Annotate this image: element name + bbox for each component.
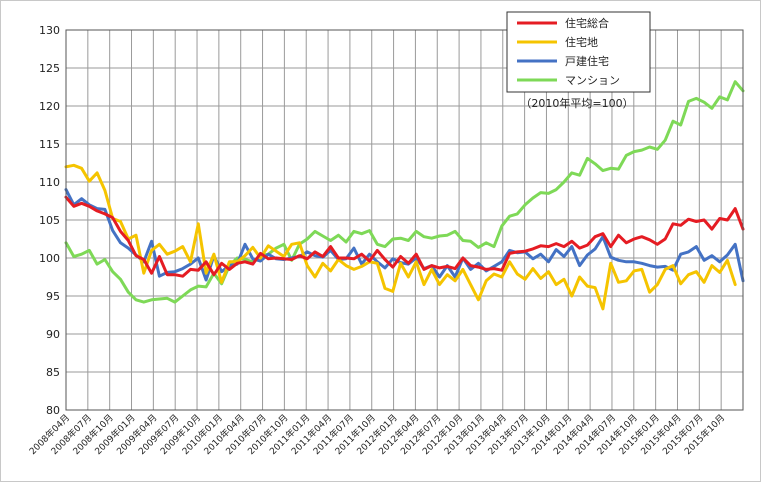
- y-tick-label: 115: [39, 138, 60, 151]
- y-tick-label: 90: [46, 328, 60, 341]
- legend-label: マンション: [565, 74, 620, 87]
- series-line-住宅地: [64, 163, 737, 311]
- base-note: （2010年平均=100）: [520, 96, 633, 110]
- legend-label: 住宅地: [565, 35, 598, 49]
- series-line-マンション: [64, 80, 745, 304]
- y-axis-ticks: 80 85 90 95 100 105 110 115 120 125 130: [39, 24, 60, 417]
- series-lines: [64, 80, 745, 311]
- series-line-戸建住宅: [64, 188, 745, 283]
- series-line-住宅総合: [64, 195, 745, 278]
- legend-label: 戸建住宅: [565, 54, 609, 68]
- y-tick-label: 110: [39, 176, 60, 189]
- y-tick-label: 85: [46, 366, 60, 379]
- y-tick-label: 120: [39, 100, 60, 113]
- y-tick-label: 125: [39, 62, 60, 75]
- y-tick-label: 100: [39, 252, 60, 265]
- x-axis-ticks: 2008年04月2008年07月2008年10月2009年01月2009年04月…: [27, 412, 728, 458]
- y-tick-label: 130: [39, 24, 60, 37]
- plot-area-border: [65, 29, 744, 411]
- y-tick-label: 105: [39, 214, 60, 227]
- y-tick-label: 95: [46, 290, 60, 303]
- legend-label: 住宅総合: [565, 16, 609, 30]
- y-tick-label: 80: [46, 404, 60, 417]
